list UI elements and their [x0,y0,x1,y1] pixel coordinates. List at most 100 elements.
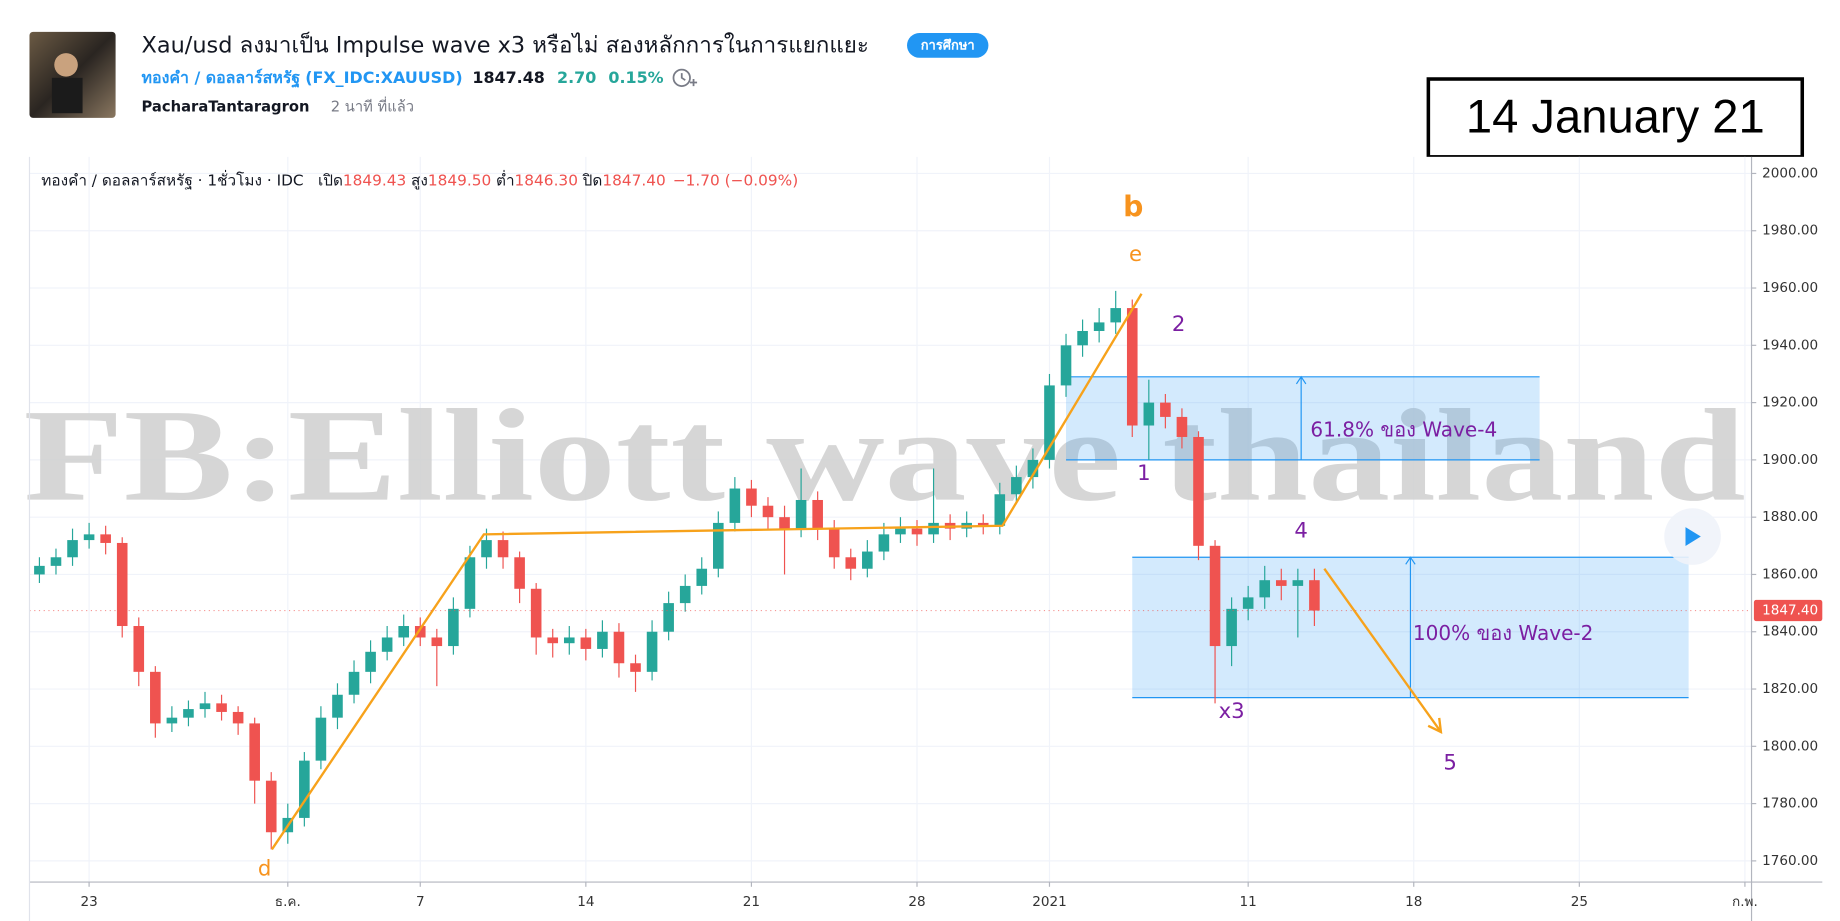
candle-body [67,540,78,558]
candle-body [729,488,741,523]
x-tick-label: 21 [743,894,760,910]
y-tick-label: 1760.00 [1762,853,1818,869]
avatar[interactable] [29,31,116,118]
candle-body [381,637,393,652]
y-tick-label: 1880.00 [1762,509,1818,525]
candle-body [1275,580,1287,586]
trend-line [1323,568,1442,733]
candle-body [530,588,542,638]
symbol-price: 1847.48 [472,67,544,86]
trend-arrowhead [1427,717,1443,734]
candle-body [630,663,641,672]
y-tick-label: 1780.00 [1762,796,1818,812]
author-name[interactable]: PacharaTantaragron [142,98,310,115]
candle-body [663,603,674,632]
watermark: FB:Elliott wave thailand [24,382,1746,529]
candle-body [696,568,708,586]
candle-body [828,528,840,558]
candle-body [183,709,194,718]
y-tick-label: 1820.00 [1762,681,1818,697]
candle-body [613,631,625,664]
author-line: PacharaTantaragron 2 นาที ที่แล้ว [142,95,414,115]
x-tick-label: 18 [1405,894,1422,910]
legend-item-value: 1846.30 [515,171,578,189]
box-arrow [1295,375,1307,460]
symbol-change: 2.70 [557,67,596,86]
x-tick-label: 28 [908,894,925,910]
symbol-name[interactable]: ทองคำ / ดอลลาร์สหรัฐ [142,67,301,87]
candle-body [315,717,327,761]
candle-body [1143,402,1155,426]
symbol-line: ทองคำ / ดอลลาร์สหรัฐ (FX_IDC:XAUUSD) 184… [142,67,664,87]
scroll-button-icon [1685,527,1701,546]
legend-item-label: ปิด [582,171,602,189]
candle-body [862,551,873,569]
wave-label: 2 [1172,312,1186,337]
candle-body [133,626,145,672]
x-tick-label: 25 [1571,894,1588,910]
candle-body [1126,308,1138,426]
candle-body [1160,402,1171,417]
candle-body [713,522,724,569]
wave-label: e [1129,242,1142,267]
alert-plus [680,73,698,87]
y-tick-label: 1940.00 [1762,337,1818,353]
candle-body [150,671,161,724]
candle-body [597,631,608,649]
legend-item-value: 1849.50 [428,171,491,189]
candle-body [1309,580,1320,611]
alert-icon[interactable] [672,68,698,87]
scroll-button[interactable] [1664,508,1721,565]
candle-body [563,637,575,644]
candle-body [514,557,525,589]
candle-body [100,534,111,543]
candle-body [1226,608,1237,647]
x-tick-label: 7 [416,894,425,910]
candle-body [845,557,857,569]
candle-body [398,626,410,638]
tag-text[interactable]: การศึกษา [921,37,975,53]
wave-label: 5 [1443,751,1457,776]
alert-clock[interactable] [672,68,691,87]
box-label: 61.8% ของ Wave-4 [1310,418,1497,442]
x-tick-label: ธ.ค. [275,894,301,910]
tag-badge[interactable] [907,33,989,58]
date-box-text: 14 January 21 [1466,90,1765,143]
candle-body [166,717,178,724]
y-tick-label: 1860.00 [1762,566,1818,582]
candle-body [1242,597,1254,609]
candle-body [679,585,691,604]
candle-body [348,671,360,695]
grid [29,156,1752,883]
box-arrow [1405,556,1416,698]
avatar-image[interactable] [29,31,116,118]
x-tick-label: ก.พ. [1732,894,1758,910]
x-tick-label: 14 [577,894,594,910]
candle-body [580,637,592,649]
candle-body [878,534,890,552]
symbol-code[interactable]: (FX_IDC:XAUUSD) [305,67,462,86]
candle-body [481,540,492,558]
y-tick-label: 1900.00 [1762,452,1818,468]
candle-body [232,711,244,724]
candle-body [1077,330,1088,346]
candle-body [812,499,823,529]
candle-body [299,760,310,818]
legend-item-label: ต่ำ [496,169,515,189]
candle-body [977,522,989,526]
legend-symbol: ทองคำ / ดอลลาร์สหรัฐ · 1ชั่วโมง · IDC [41,169,303,189]
y-tick-label: 1980.00 [1762,223,1818,239]
candle-body [199,703,211,710]
y-tick-label: 1960.00 [1762,280,1818,296]
candle-body [1259,580,1271,598]
candle-body [895,528,906,535]
box-label: 100% ของ Wave-2 [1413,621,1593,645]
candle-body [1292,580,1304,586]
candle-body [911,528,923,535]
candle-body [1044,385,1055,460]
trend-line [270,293,1143,851]
candle-body [646,631,658,672]
candle-body [431,637,443,647]
